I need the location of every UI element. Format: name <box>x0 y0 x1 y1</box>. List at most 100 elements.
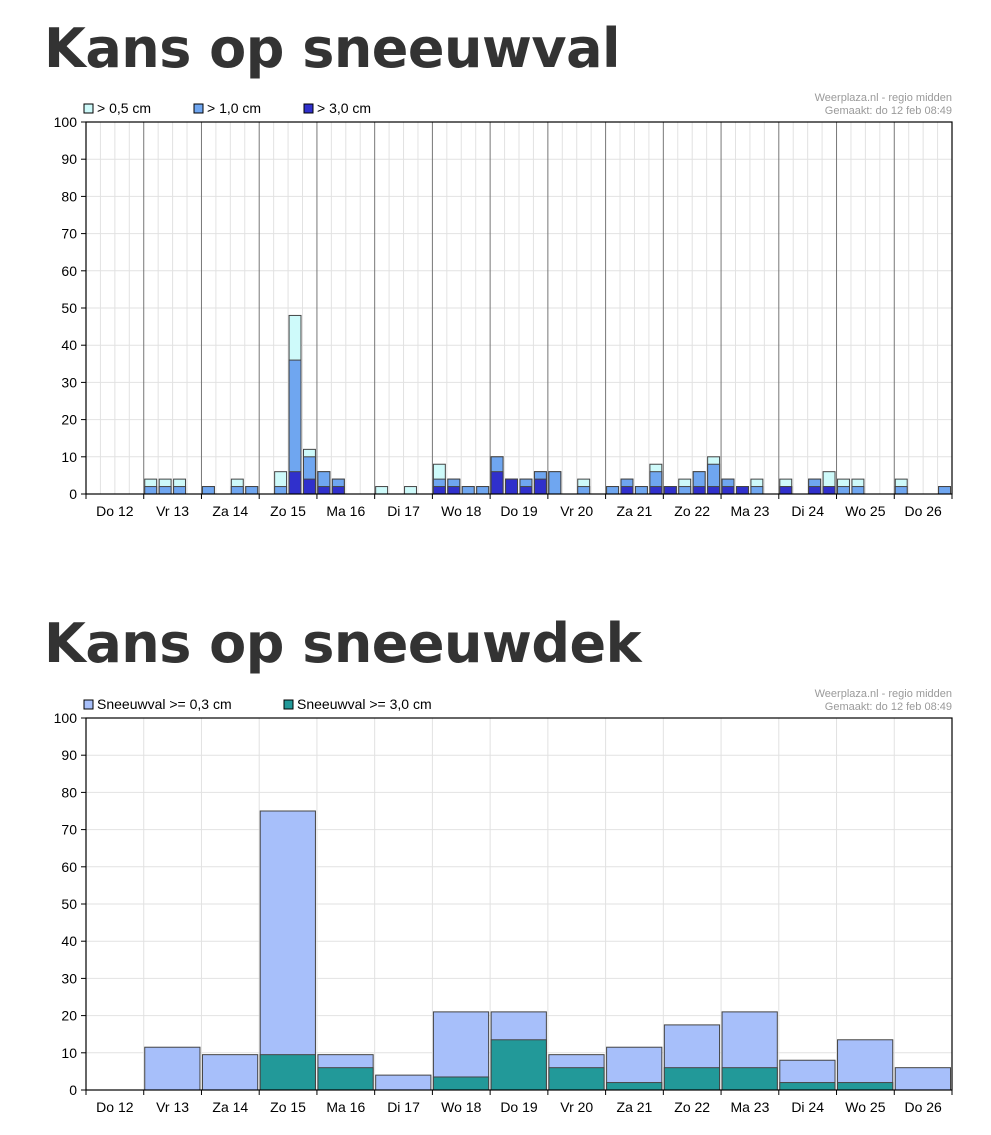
bar-1-0-cm <box>577 486 591 495</box>
y-tick-label: 0 <box>69 1082 77 1098</box>
y-tick-label: 30 <box>61 374 77 390</box>
bar-sneeuwval-3-0-cm <box>432 1076 490 1091</box>
y-tick-label: 60 <box>61 859 77 875</box>
bar-3-0-cm <box>779 486 793 495</box>
x-tick-label: Za 14 <box>212 503 248 519</box>
bar-3-0-cm <box>808 486 822 495</box>
bar-0-5-cm <box>375 486 389 495</box>
snowfall-chance-chart: 0 10 20 30 40 50 60 70 80 90 100 Do 12 Vr 13 Za 14 Zo … <box>54 92 953 519</box>
bar-3-0-cm <box>317 486 331 495</box>
bar-0-5-cm <box>404 486 417 495</box>
snowcover-chart-title: Kans op sneeuwdek <box>44 612 642 675</box>
y-tick-label: 20 <box>61 412 77 428</box>
bar-3-0-cm <box>721 486 735 495</box>
bar-1-0-cm <box>851 486 865 495</box>
bar-sneeuwval-3-0-cm <box>259 1054 316 1091</box>
bar-1-0-cm <box>230 486 244 495</box>
legend-label: > 1,0 cm <box>207 100 261 116</box>
bar-sneeuwval-0-3-cm <box>837 1039 894 1091</box>
bar-sneeuwval-0-3-cm <box>201 1054 259 1091</box>
credit-timestamp: Gemaakt: do 12 feb 08:49 <box>825 701 952 713</box>
x-tick-label: Di 24 <box>791 1099 824 1115</box>
y-tick-label: 70 <box>61 822 77 838</box>
x-tick-label: Do 12 <box>96 1099 134 1115</box>
y-tick-label: 40 <box>61 337 77 353</box>
y-tick-label: 30 <box>61 970 77 986</box>
legend-swatch <box>303 103 314 114</box>
credit-source: Weerplaza.nl - regio midden <box>815 688 952 700</box>
x-tick-label: Di 17 <box>387 503 420 519</box>
bar-1-0-cm <box>173 486 187 495</box>
x-tick-label: Za 14 <box>212 1099 248 1115</box>
legend-label: Sneeuwval >= 3,0 cm <box>297 696 432 712</box>
bar-3-0-cm <box>736 486 749 495</box>
x-tick-label: Di 24 <box>791 503 824 519</box>
x-tick-label: Vr 13 <box>156 1099 189 1115</box>
x-tick-label: Za 21 <box>617 1099 653 1115</box>
y-tick-label: 60 <box>61 263 77 279</box>
bar-1-0-cm <box>274 486 288 495</box>
bar-1-0-cm <box>750 486 764 495</box>
y-tick-label: 10 <box>61 449 77 465</box>
bar-1-0-cm <box>938 486 951 495</box>
x-tick-label: Wo 18 <box>441 503 481 519</box>
bar-3-0-cm <box>288 471 302 495</box>
bar-3-0-cm <box>707 486 721 495</box>
bar-3-0-cm <box>303 478 316 495</box>
y-tick-label: 100 <box>54 710 78 726</box>
bar-sneeuwval-3-0-cm <box>548 1067 605 1091</box>
y-tick-label: 90 <box>61 151 77 167</box>
bar-1-0-cm <box>634 486 648 495</box>
x-tick-label: Ma 23 <box>730 1099 769 1115</box>
x-tick-label: Vr 13 <box>156 503 189 519</box>
snowfall-chart-title: Kans op sneeuwval <box>44 17 621 80</box>
bar-3-0-cm <box>490 471 504 495</box>
x-tick-label: Di 17 <box>387 1099 420 1115</box>
bar-sneeuwval-0-3-cm <box>259 810 316 1091</box>
credit-timestamp: Gemaakt: do 12 feb 08:49 <box>825 105 952 117</box>
x-tick-label: Wo 25 <box>845 503 885 519</box>
y-tick-label: 80 <box>61 784 77 800</box>
x-tick-label: Wo 25 <box>845 1099 885 1115</box>
legend-label: > 0,5 cm <box>97 100 151 116</box>
bar-sneeuwval-3-0-cm <box>837 1082 894 1091</box>
x-tick-label: Do 19 <box>500 1099 538 1115</box>
bar-3-0-cm <box>822 486 836 495</box>
x-tick-label: Do 12 <box>96 503 134 519</box>
x-tick-label: Zo 22 <box>674 503 710 519</box>
legend-label: > 3,0 cm <box>317 100 371 116</box>
bar-1-0-cm <box>144 486 158 495</box>
bar-1-0-cm <box>245 486 259 495</box>
y-tick-label: 0 <box>69 486 77 502</box>
bar-1-0-cm <box>548 471 562 495</box>
y-tick-label: 100 <box>54 114 78 130</box>
x-tick-label: Vr 20 <box>560 1099 593 1115</box>
y-tick-label: 80 <box>61 188 77 204</box>
y-tick-label: 50 <box>61 300 77 316</box>
bar-3-0-cm <box>620 486 634 495</box>
bar-3-0-cm <box>432 486 446 495</box>
bar-sneeuwval-0-3-cm <box>375 1074 432 1091</box>
bar-1-0-cm <box>606 486 620 495</box>
bar-sneeuwval-3-0-cm <box>606 1082 663 1091</box>
y-tick-label: 40 <box>61 933 77 949</box>
legend-swatch <box>83 699 94 710</box>
bar-sneeuwval-0-3-cm <box>144 1046 201 1091</box>
bar-1-0-cm <box>461 486 475 495</box>
legend-swatch <box>283 699 294 710</box>
x-tick-label: Zo 22 <box>674 1099 710 1115</box>
x-tick-label: Do 26 <box>904 503 942 519</box>
bar-sneeuwval-3-0-cm <box>663 1067 721 1091</box>
x-tick-label: Do 19 <box>500 503 538 519</box>
y-tick-label: 70 <box>61 226 77 242</box>
x-tick-label: Ma 16 <box>326 1099 365 1115</box>
x-tick-label: Za 21 <box>617 503 653 519</box>
bar-sneeuwval-3-0-cm <box>721 1067 778 1091</box>
x-tick-label: Do 26 <box>904 1099 942 1115</box>
x-tick-label: Ma 23 <box>730 503 769 519</box>
bar-1-0-cm <box>894 486 908 495</box>
bar-3-0-cm <box>533 478 547 495</box>
bar-1-0-cm <box>837 486 850 495</box>
legend-swatch <box>83 103 94 114</box>
bar-3-0-cm <box>663 486 677 495</box>
